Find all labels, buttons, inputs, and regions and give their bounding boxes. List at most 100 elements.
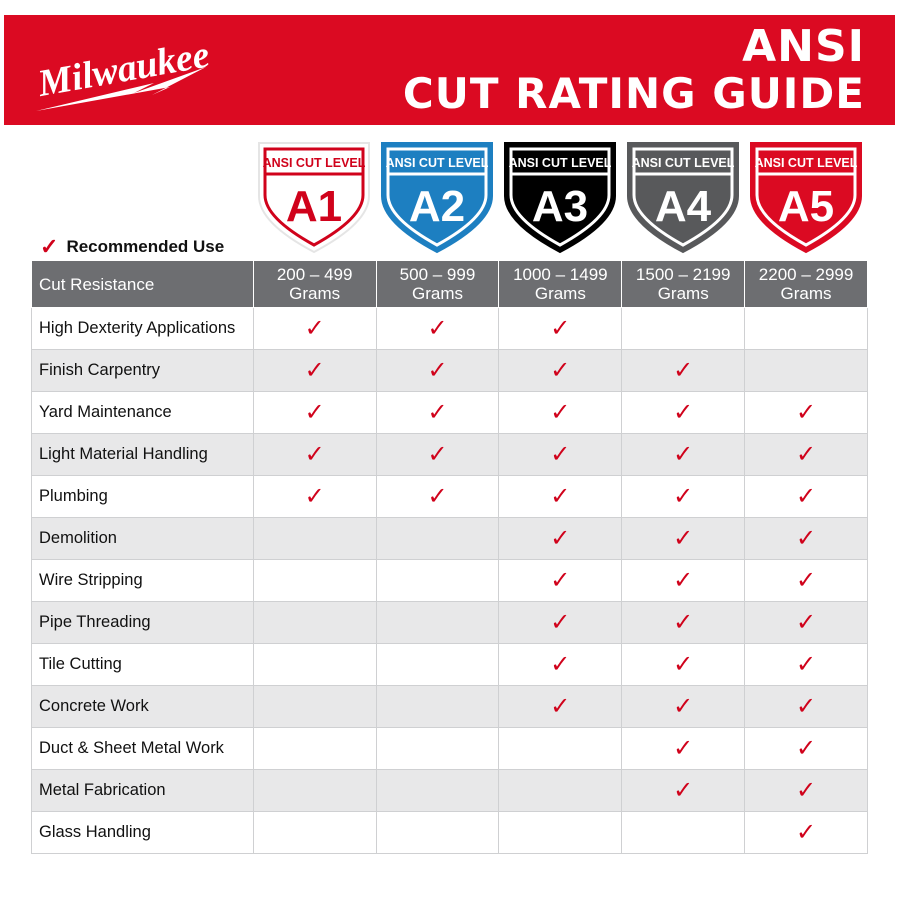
table-row: High Dexterity Applications ✓ ✓ ✓: [31, 307, 868, 350]
check-icon: ✓: [375, 349, 500, 392]
table-row: Finish Carpentry ✓ ✓ ✓ ✓: [31, 349, 868, 392]
empty-cell: [375, 811, 500, 854]
check-icon: ✓: [252, 475, 377, 518]
shield-top-label: ANSI CUT LEVEL: [755, 156, 858, 170]
empty-cell: [744, 307, 868, 350]
check-icon: ✓: [744, 601, 868, 644]
row-label: Tile Cutting: [31, 643, 254, 686]
empty-cell: [252, 769, 377, 812]
empty-cell: [375, 685, 500, 728]
empty-cell: [252, 517, 377, 560]
check-icon: ✓: [252, 307, 377, 350]
row-label: Demolition: [31, 517, 254, 560]
table-row: Pipe Threading ✓ ✓ ✓: [31, 601, 868, 644]
empty-cell: [252, 559, 377, 602]
cut-rating-table: Cut Resistance 200 – 499 Grams 500 – 999 Gr…: [31, 260, 868, 854]
check-icon: ✓: [40, 234, 59, 259]
shield-top-label: ANSI CUT LEVEL: [386, 156, 489, 170]
check-icon: ✓: [744, 433, 868, 476]
check-icon: ✓: [744, 475, 868, 518]
check-icon: ✓: [375, 391, 500, 434]
check-icon: ✓: [744, 517, 868, 560]
row-label: Concrete Work: [31, 685, 254, 728]
shield-code: A4: [655, 182, 712, 231]
empty-cell: [498, 769, 623, 812]
column-header-a1: 200 – 499 Grams: [252, 260, 377, 308]
page-title: ANSI CUT RATING GUIDE: [402, 21, 865, 118]
empty-cell: [621, 811, 746, 854]
shield-level-a3: ANSI CUT LEVEL A3: [503, 141, 617, 254]
column-header-a5: 2200 – 2999 Grams: [744, 260, 868, 308]
empty-cell: [498, 727, 623, 770]
check-icon: ✓: [621, 643, 746, 686]
empty-cell: [375, 517, 500, 560]
check-icon: ✓: [498, 475, 623, 518]
check-icon: ✓: [744, 643, 868, 686]
column-header-a4: 1500 – 2199 Grams: [621, 260, 746, 308]
empty-cell: [252, 643, 377, 686]
shield-level-a2: ANSI CUT LEVEL A2: [380, 141, 494, 254]
shield-code: A5: [778, 182, 834, 231]
check-icon: ✓: [498, 601, 623, 644]
check-icon: ✓: [744, 727, 868, 770]
column-header-a3: 1000 – 1499 Grams: [498, 260, 623, 308]
check-icon: ✓: [498, 685, 623, 728]
empty-cell: [375, 601, 500, 644]
check-icon: ✓: [621, 727, 746, 770]
table-row: Yard Maintenance ✓ ✓ ✓ ✓ ✓: [31, 391, 868, 434]
shield-level-a4: ANSI CUT LEVEL A4: [626, 141, 740, 254]
table-row: Light Material Handling ✓ ✓ ✓ ✓ ✓: [31, 433, 868, 476]
check-icon: ✓: [375, 475, 500, 518]
empty-cell: [375, 727, 500, 770]
check-icon: ✓: [621, 349, 746, 392]
row-label: Finish Carpentry: [31, 349, 254, 392]
check-icon: ✓: [621, 685, 746, 728]
check-icon: ✓: [744, 559, 868, 602]
check-icon: ✓: [744, 769, 868, 812]
check-icon: ✓: [375, 433, 500, 476]
column-header-cut-resistance: Cut Resistance: [31, 260, 254, 308]
check-icon: ✓: [621, 601, 746, 644]
empty-cell: [252, 685, 377, 728]
check-icon: ✓: [621, 433, 746, 476]
empty-cell: [375, 643, 500, 686]
row-label: Pipe Threading: [31, 601, 254, 644]
check-icon: ✓: [744, 391, 868, 434]
check-icon: ✓: [621, 517, 746, 560]
legend-recommended-use: ✓ Recommended Use: [40, 234, 225, 259]
column-header-a2: 500 – 999 Grams: [375, 260, 500, 308]
check-icon: ✓: [498, 517, 623, 560]
check-icon: ✓: [498, 307, 623, 350]
shield-code: A2: [409, 182, 465, 231]
check-icon: ✓: [621, 559, 746, 602]
check-icon: ✓: [498, 433, 623, 476]
shield-level-a5: ANSI CUT LEVEL A5: [749, 141, 863, 254]
table-row: Metal Fabrication ✓ ✓: [31, 769, 868, 812]
empty-cell: [498, 811, 623, 854]
table-row: Plumbing ✓ ✓ ✓ ✓ ✓: [31, 475, 868, 518]
check-icon: ✓: [744, 811, 868, 854]
row-label: Light Material Handling: [31, 433, 254, 476]
milwaukee-logo: Milwaukee: [34, 35, 209, 111]
row-label: Yard Maintenance: [31, 391, 254, 434]
shield-top-label: ANSI CUT LEVEL: [509, 156, 612, 170]
check-icon: ✓: [621, 769, 746, 812]
empty-cell: [375, 769, 500, 812]
table-row: Duct & Sheet Metal Work ✓ ✓: [31, 727, 868, 770]
table-row: Demolition ✓ ✓ ✓: [31, 517, 868, 560]
table-row: Concrete Work ✓ ✓ ✓: [31, 685, 868, 728]
check-icon: ✓: [621, 391, 746, 434]
shield-top-label: ANSI CUT LEVEL: [263, 156, 366, 170]
check-icon: ✓: [498, 643, 623, 686]
check-icon: ✓: [252, 433, 377, 476]
row-label: Plumbing: [31, 475, 254, 518]
table-row: Glass Handling ✓: [31, 811, 868, 854]
shield-level-a1: ANSI CUT LEVEL A1: [257, 141, 371, 254]
empty-cell: [621, 307, 746, 350]
check-icon: ✓: [498, 391, 623, 434]
table-row: Wire Stripping ✓ ✓ ✓: [31, 559, 868, 602]
row-label: Wire Stripping: [31, 559, 254, 602]
empty-cell: [252, 601, 377, 644]
shield-code: A1: [286, 182, 342, 231]
check-icon: ✓: [375, 307, 500, 350]
